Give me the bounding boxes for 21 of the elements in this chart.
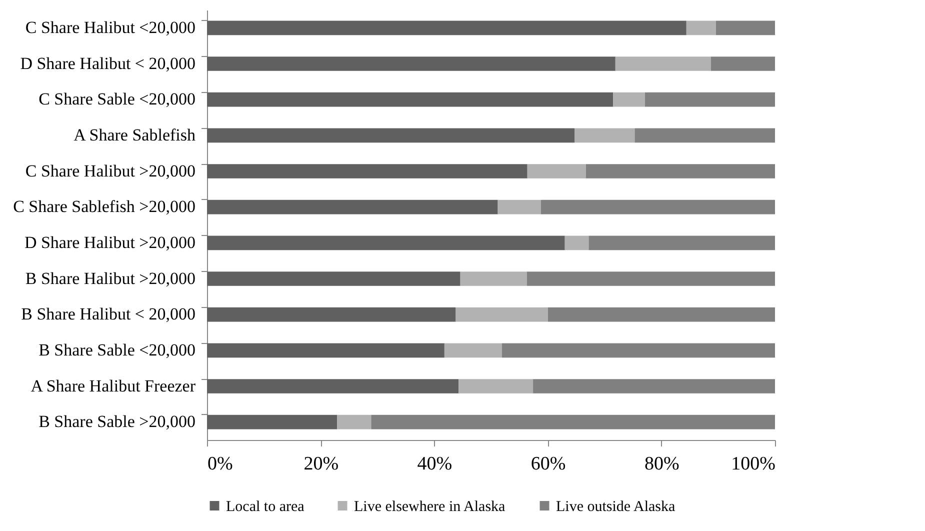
y-tick-label: A Share Halibut Freezer	[30, 376, 196, 396]
x-tick-label: 100%	[731, 454, 776, 474]
y-tick-label: A Share Sablefish	[74, 125, 196, 144]
y-tick-label: B Share Halibut < 20,000	[21, 304, 196, 324]
y-tick-label: B Share Halibut >20,000	[25, 268, 196, 288]
y-tick-label: B Share Sable <20,000	[38, 340, 196, 360]
y-tick-label: C Share Sable <20,000	[38, 90, 196, 109]
legend-label: Local to area	[226, 498, 305, 515]
x-tick-label: 60%	[530, 454, 566, 474]
y-tick-label: D Share Halibut >20,000	[24, 232, 196, 252]
legend-label: Live outside Alaska	[556, 498, 676, 515]
x-tick-label: 0%	[208, 454, 233, 474]
y-tick-label: C Share Sablefish >20,000	[13, 197, 196, 216]
x-tick-label: 40%	[417, 454, 452, 474]
x-tick-label: 20%	[304, 454, 339, 474]
x-tick-label: 80%	[644, 454, 680, 474]
y-tick-label: B Share Sable >20,000	[38, 412, 196, 432]
y-tick-label: D Share Halibut < 20,000	[20, 54, 196, 73]
y-tick-label: C Share Halibut >20,000	[25, 161, 196, 180]
y-tick-label: C Share Halibut <20,000	[25, 18, 196, 37]
legend-label: Live elsewhere in Alaska	[354, 498, 506, 515]
